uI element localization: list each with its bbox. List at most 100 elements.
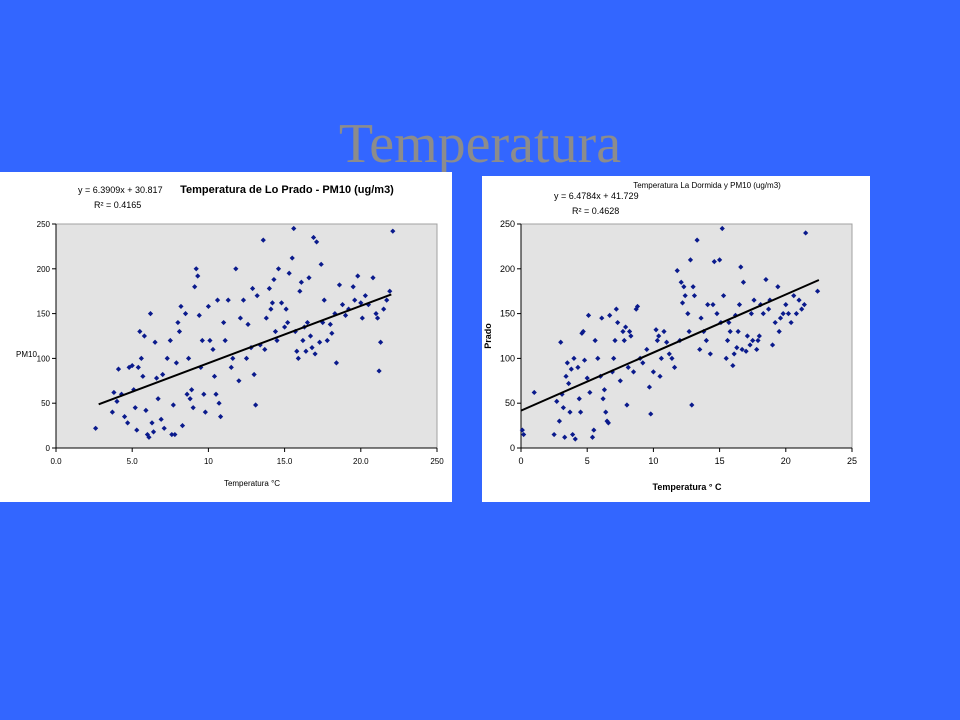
scatter-point	[275, 266, 282, 272]
scatter-point	[769, 342, 776, 348]
scatter-point	[216, 400, 222, 406]
scatter-point	[150, 429, 157, 435]
scatter-point	[282, 324, 288, 330]
scatter-point	[153, 375, 160, 381]
scatter-point	[332, 311, 338, 317]
scatter-point	[178, 303, 184, 310]
scatter-point	[318, 261, 324, 267]
y-tick-label: 50	[41, 399, 50, 408]
scatter-point	[791, 293, 797, 299]
x-tick-label: 10	[204, 457, 213, 466]
scatter-point	[298, 279, 304, 285]
scatter-point	[268, 306, 274, 312]
scatter-point	[201, 391, 207, 397]
scatter-point	[190, 405, 196, 411]
scatter-point	[560, 405, 566, 411]
scatter-point	[628, 333, 634, 339]
scatter-point	[390, 228, 396, 234]
scatter-point	[317, 339, 323, 345]
scatter-point	[309, 345, 315, 351]
scatter-point	[189, 387, 195, 393]
scatter-point	[129, 362, 135, 369]
scatter-point	[697, 346, 703, 353]
scatter-point	[314, 239, 320, 245]
scatter-point	[217, 414, 224, 420]
scatter-point	[271, 276, 277, 283]
x-tick-label: 10	[648, 456, 658, 466]
scatter-point	[657, 373, 663, 379]
y-tick-label: 100	[500, 353, 515, 363]
scatter-point	[777, 315, 784, 321]
scatter-point	[320, 319, 326, 326]
scatter-point	[556, 418, 562, 424]
scatter-point	[134, 427, 140, 433]
scatter-point	[333, 360, 340, 366]
scatter-point	[289, 255, 295, 261]
scatter-point	[780, 311, 786, 317]
y-tick-label: 0	[46, 444, 51, 453]
scatter-point	[158, 416, 164, 422]
scatter-point	[303, 348, 309, 354]
y-tick-label: 100	[37, 354, 51, 363]
scatter-point	[175, 319, 181, 326]
x-tick-label: 0.0	[50, 457, 62, 466]
scatter-point	[624, 402, 630, 408]
x-tick-label: 250	[430, 457, 444, 466]
scatter-point	[689, 402, 695, 408]
scatter-point	[170, 402, 176, 408]
scatter-point	[740, 279, 747, 285]
plot-area	[55, 223, 438, 449]
scatter-point	[776, 328, 782, 335]
chart-lo-prado-svg: Temperatura de Lo Prado - PM10 (ug/m3) y …	[16, 184, 444, 488]
scatter-point	[306, 275, 312, 281]
scatter-point	[739, 346, 745, 353]
scatter-point	[373, 311, 379, 317]
scatter-point	[236, 378, 242, 384]
scatter-point	[799, 306, 805, 312]
scatter-point	[285, 319, 291, 326]
scatter-point	[570, 431, 576, 438]
scatter-point	[132, 405, 138, 411]
scatter-point	[169, 431, 175, 438]
scatter-point	[743, 348, 749, 354]
scatter-point	[213, 391, 219, 397]
scatter-point	[111, 389, 117, 396]
scatter-point	[788, 319, 794, 326]
scatter-point	[173, 360, 179, 366]
y-tick-label: 150	[500, 309, 515, 319]
scatter-point	[748, 311, 754, 317]
scatter-point	[135, 364, 141, 370]
scatter-point	[184, 391, 190, 397]
scatter-point	[656, 333, 662, 339]
scatter-point	[613, 306, 619, 312]
scatter-point	[291, 225, 297, 232]
x-tick-label: 20.0	[353, 457, 369, 466]
x-axis-label: Temperatura ° C	[653, 482, 722, 492]
scatter-point	[801, 302, 807, 308]
y-tick-label: 250	[37, 220, 51, 229]
scatter-point	[251, 371, 257, 378]
scatter-point	[736, 302, 743, 308]
scatter-point	[615, 319, 621, 326]
slide-title: Temperatura	[338, 113, 622, 175]
scatter-point	[253, 402, 259, 408]
scatter-point	[140, 373, 146, 379]
x-tick-label: 15	[715, 456, 725, 466]
scatter-point	[294, 348, 300, 354]
scatter-point	[146, 434, 152, 440]
x-tick-label: 5.0	[127, 457, 139, 466]
scatter-point	[563, 373, 569, 379]
trendline	[520, 279, 820, 412]
scatter-point	[160, 371, 166, 378]
scatter-point	[307, 333, 314, 339]
scatter-point	[731, 351, 737, 357]
chart-la-dormida-svg: Temperatura La Dormida y PM10 (ug/m3)y =…	[483, 181, 857, 492]
y-axis-label: PM10	[16, 350, 37, 359]
scatter-point	[362, 293, 368, 299]
scatter-point	[310, 234, 317, 241]
scatter-point	[329, 330, 335, 336]
scatter-point	[370, 275, 376, 281]
scatter-point	[803, 230, 809, 236]
scatter-point	[254, 293, 260, 299]
y-tick-label: 150	[37, 310, 51, 319]
